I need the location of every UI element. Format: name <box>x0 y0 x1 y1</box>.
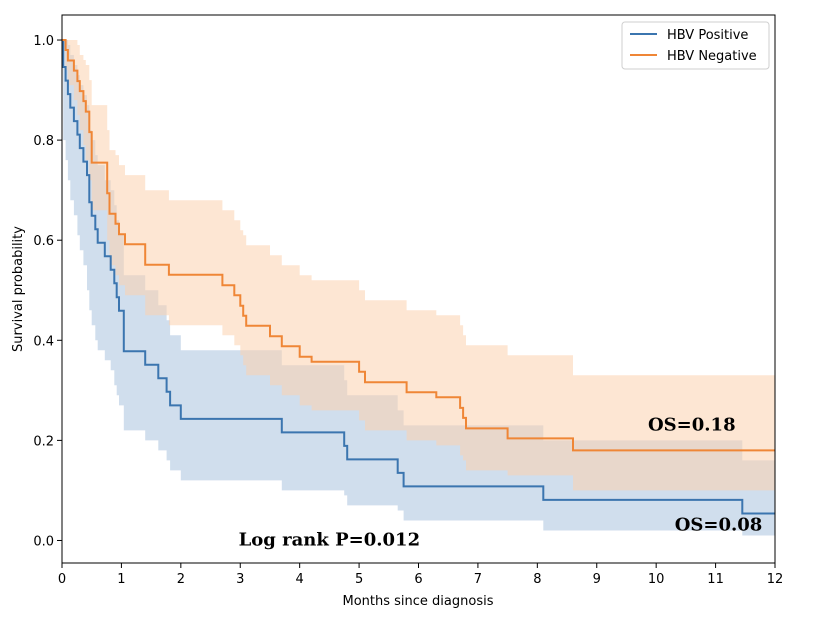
x-tick-label: 6 <box>414 572 422 587</box>
x-tick-label: 10 <box>648 572 665 587</box>
x-tick-label: 3 <box>236 572 244 587</box>
y-tick-label: 0.8 <box>33 134 54 149</box>
x-tick-label: 2 <box>177 572 185 587</box>
y-axis-label: Survival probability <box>11 226 26 352</box>
x-tick-label: 7 <box>474 572 482 587</box>
x-axis-label: Months since diagnosis <box>343 594 494 609</box>
y-tick-label: 0.4 <box>33 334 54 349</box>
x-tick-label: 5 <box>355 572 363 587</box>
legend: HBV Positive HBV Negative <box>621 21 770 70</box>
x-tick-label: 8 <box>533 572 541 587</box>
y-tick-label: 0.6 <box>33 234 54 249</box>
survival-line-hbv-negative <box>62 39 775 452</box>
x-tick-label: 1 <box>117 572 125 587</box>
legend-box <box>621 21 770 70</box>
annotation-os-0-08: OS=0.08 <box>675 514 763 535</box>
annotation-log-rank-p-0-012: Log rank P=0.012 <box>239 529 420 550</box>
y-axis-ticks: 0.0 0.2 0.4 0.6 0.8 1.0 <box>33 34 62 549</box>
x-tick-label: 11 <box>707 572 724 587</box>
x-tick-label: 4 <box>296 572 304 587</box>
survival-curves <box>62 39 775 515</box>
y-tick-label: 0.0 <box>33 534 54 549</box>
ci-band-hbv-positive <box>62 40 775 536</box>
confidence-bands <box>62 40 775 536</box>
annotations: OS=0.18 OS=0.08 Log rank P=0.012 <box>239 414 763 550</box>
x-axis-ticks: 0 1 2 3 4 5 6 7 8 9 10 11 12 <box>58 563 783 587</box>
y-tick-label: 1.0 <box>33 34 54 49</box>
legend-label-hbv-positive: HBV Positive <box>667 28 748 43</box>
annotation-os-0-18: OS=0.18 <box>648 414 736 435</box>
legend-label-hbv-negative: HBV Negative <box>667 49 757 64</box>
x-tick-label: 12 <box>767 572 784 587</box>
y-tick-label: 0.2 <box>33 434 54 449</box>
x-tick-label: 0 <box>58 572 66 587</box>
x-tick-label: 9 <box>593 572 601 587</box>
survival-line-hbv-positive <box>62 39 775 515</box>
ci-band-hbv-negative <box>62 40 775 491</box>
